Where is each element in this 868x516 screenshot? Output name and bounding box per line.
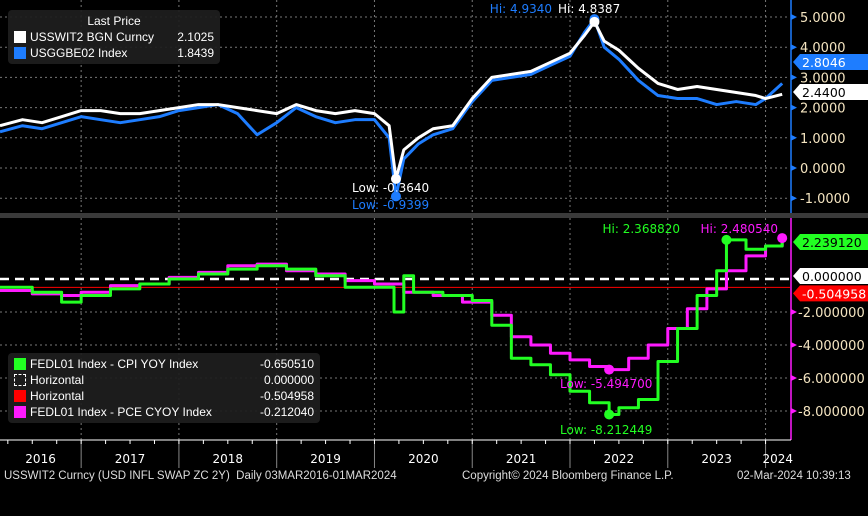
x-tick-label: 2018 [213, 452, 244, 466]
legend-label: USGGBE02 Index [30, 46, 128, 60]
end-label-usggbe02-tag [793, 54, 868, 70]
legend-value: 2.1025 [177, 30, 214, 44]
series-line-usswit2 [0, 20, 783, 181]
footer-copyright: Copyright© 2024 Bloomberg Finance L.P. [462, 470, 674, 482]
end-label-cpi-tag [793, 234, 868, 251]
swatch-blue [14, 47, 26, 59]
y-tick-label: 5.0000 [800, 11, 846, 26]
end-label-red: -0.504958 [802, 286, 866, 301]
end-label-zero: 0.000000 [802, 269, 862, 284]
y-tick-marker [791, 74, 797, 81]
footer-timestamp: 02-Mar-2024 10:39:13 [737, 470, 851, 482]
legend-title: Last Price [87, 14, 141, 28]
extreme-point-marker [604, 364, 615, 375]
end-label-red-tag [793, 285, 868, 302]
swatch-green [14, 358, 26, 370]
x-tick-label: 2024 [763, 452, 794, 466]
lower-legend: FEDL01 Index - CPI YOY Index -0.650510 Ho… [8, 353, 320, 423]
swatch-dashed [14, 374, 26, 386]
x-tick-label: 2020 [408, 452, 439, 466]
swatch-magenta [14, 406, 26, 418]
extreme-point-marker [390, 191, 401, 202]
y-tick-label: 3.0000 [800, 71, 846, 86]
y-tick-marker [791, 375, 797, 381]
legend-label: USSWIT2 BGN Curncy [30, 30, 155, 44]
y-tick-marker [791, 342, 797, 348]
swatch-red [14, 390, 26, 402]
footer-security: USSWIT2 Curncy (USD INFL SWAP ZC 2Y) Dai… [4, 470, 397, 482]
x-tick-label: 2023 [701, 452, 732, 466]
legend-value: 0.000000 [263, 373, 314, 387]
y-tick-marker [791, 408, 797, 414]
y-tick-marker [791, 165, 797, 171]
legend-label: FEDL01 Index - PCE CYOY Index [30, 405, 212, 419]
series-line-usggbe02 [0, 17, 784, 198]
end-label-usswit2-tag [793, 84, 868, 100]
extreme-point-marker [777, 233, 788, 244]
y-tick-label: 0.0000 [800, 162, 846, 177]
legend-label: Horizontal [30, 389, 85, 403]
y-tick-label: 4.0000 [800, 41, 846, 56]
legend-value: -0.650510 [259, 357, 314, 371]
legend-item-pce[interactable]: FEDL01 Index - PCE CYOY Index -0.212040 [14, 404, 314, 420]
y-tick-marker [791, 44, 797, 51]
footer-bar: USSWIT2 Curncy (USD INFL SWAP ZC 2Y) Dai… [0, 468, 868, 486]
extreme-point-marker [390, 173, 401, 184]
legend-item-horizontal-red[interactable]: Horizontal -0.504958 [14, 388, 314, 404]
end-label-cpi: 2.239120 [802, 235, 862, 250]
legend-value: 1.8439 [177, 46, 214, 60]
end-label-usggbe02: 2.8046 [802, 55, 846, 70]
chart-canvas: 5.0000 4.0000 3.0000 2.0000 1.0000 0.0000 -1.0… [0, 0, 868, 468]
chart-window: 5.0000 4.0000 3.0000 2.0000 1.0000 0.0000 -1.0… [0, 0, 868, 486]
y-tick-label: -4.000000 [798, 339, 865, 354]
panel-divider [0, 213, 868, 218]
upper-legend: Last Price USSWIT2 BGN Curncy 2.1025 USGG… [8, 10, 220, 64]
x-tick-label: 2022 [604, 452, 635, 466]
x-tick-label: 2016 [25, 452, 56, 466]
x-tick-label: 2019 [310, 452, 341, 466]
y-tick-marker [791, 134, 797, 141]
series-line-pce [0, 238, 784, 372]
legend-label: FEDL01 Index - CPI YOY Index [30, 357, 199, 371]
legend-value: -0.504958 [259, 389, 314, 403]
legend-item-cpi[interactable]: FEDL01 Index - CPI YOY Index -0.650510 [14, 356, 314, 372]
y-tick-label: -6.000000 [798, 372, 865, 387]
legend-value: -0.212040 [259, 405, 314, 419]
series-line-cpi [0, 238, 784, 416]
y-tick-label: 1.0000 [800, 132, 846, 147]
y-tick-label: -2.000000 [798, 306, 865, 321]
legend-label: Horizontal [30, 373, 85, 387]
end-label-zero-tag [793, 268, 868, 284]
y-tick-label: -1.0000 [800, 192, 850, 207]
legend-item-usggbe02[interactable]: USGGBE02 Index 1.8439 [14, 45, 214, 61]
y-tick-label: 2.0000 [800, 102, 846, 117]
extreme-point-marker [604, 409, 615, 420]
extreme-point-marker [721, 234, 732, 245]
extreme-point-marker [589, 16, 600, 27]
annotation-label: Low: -0.3640 [352, 181, 429, 195]
x-tick-label: 2017 [115, 452, 146, 466]
annotation-label: Hi: 4.8387 [558, 2, 620, 16]
y-tick-marker [791, 309, 797, 315]
y-tick-marker [791, 104, 797, 111]
swatch-white [14, 31, 26, 43]
annotation-label: Low: -5.494700 [560, 377, 652, 391]
y-tick-label: -8.000000 [798, 405, 865, 420]
annotation-label: Hi: 2.368820 [603, 222, 680, 236]
y-tick-marker [791, 14, 797, 20]
annotation-label: Hi: 4.9340 [490, 2, 552, 16]
annotation-label: Low: -0.9399 [352, 198, 429, 212]
legend-item-usswit2[interactable]: USSWIT2 BGN Curncy 2.1025 [14, 29, 214, 45]
annotation-label: Low: -8.212449 [560, 423, 652, 437]
annotation-label: Hi: 2.480540 [701, 222, 778, 236]
end-label-usswit2: 2.4400 [802, 85, 846, 100]
x-tick-label: 2021 [506, 452, 537, 466]
legend-item-horizontal-zero[interactable]: Horizontal 0.000000 [14, 372, 314, 388]
y-tick-marker [791, 195, 797, 202]
